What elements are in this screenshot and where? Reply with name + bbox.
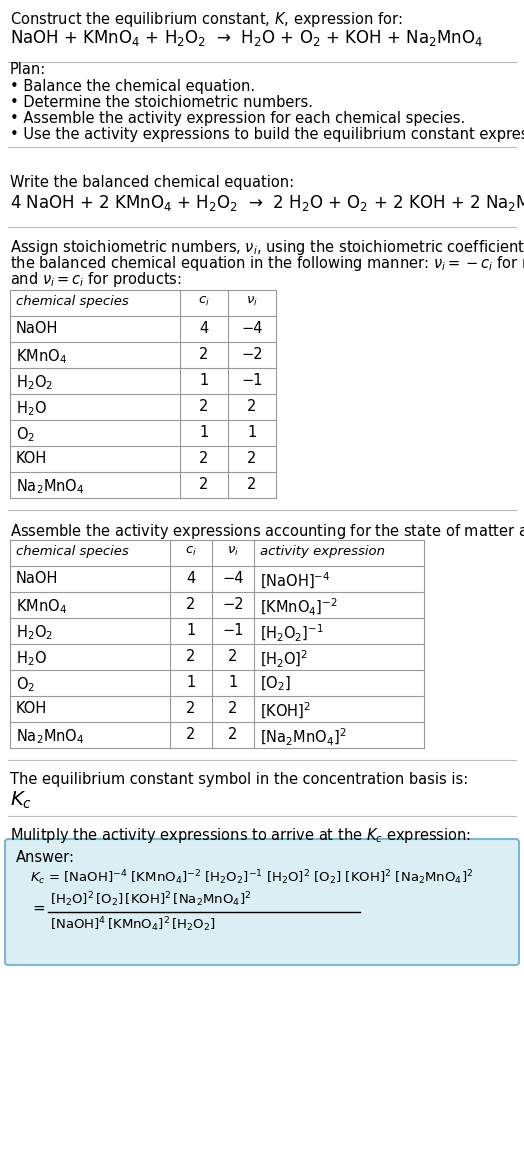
Text: Construct the equilibrium constant, $K$, expression for:: Construct the equilibrium constant, $K$,… xyxy=(10,10,402,29)
Text: 2: 2 xyxy=(187,701,195,716)
Text: [NaOH]$^{-4}$: [NaOH]$^{-4}$ xyxy=(260,571,331,591)
Text: chemical species: chemical species xyxy=(16,296,129,308)
Text: H$_2$O: H$_2$O xyxy=(16,649,47,668)
Text: $c_i$: $c_i$ xyxy=(185,545,197,559)
Text: $=$: $=$ xyxy=(30,901,46,914)
Text: 1: 1 xyxy=(199,425,209,440)
Text: KMnO$_4$: KMnO$_4$ xyxy=(16,347,67,366)
Text: NaOH + KMnO$_4$ + H$_2$O$_2$  →  H$_2$O + O$_2$ + KOH + Na$_2$MnO$_4$: NaOH + KMnO$_4$ + H$_2$O$_2$ → H$_2$O + … xyxy=(10,28,483,48)
FancyBboxPatch shape xyxy=(5,839,519,965)
Text: $\nu_i$: $\nu_i$ xyxy=(246,296,258,308)
Text: 2: 2 xyxy=(228,727,238,742)
Text: 2: 2 xyxy=(199,451,209,466)
Text: 2: 2 xyxy=(187,597,195,612)
Text: NaOH: NaOH xyxy=(16,321,58,336)
Text: activity expression: activity expression xyxy=(260,545,385,557)
Text: 2: 2 xyxy=(187,727,195,742)
Text: Plan:: Plan: xyxy=(10,61,46,76)
Text: Mulitply the activity expressions to arrive at the $K_c$ expression:: Mulitply the activity expressions to arr… xyxy=(10,826,471,845)
Text: $[\mathrm{NaOH}]^4\,[\mathrm{KMnO_4}]^2\,[\mathrm{H_2O_2}]$: $[\mathrm{NaOH}]^4\,[\mathrm{KMnO_4}]^2\… xyxy=(50,914,216,934)
Text: • Assemble the activity expression for each chemical species.: • Assemble the activity expression for e… xyxy=(10,111,465,126)
Text: $[\mathrm{H_2O}]^2\,[\mathrm{O_2}]\,[\mathrm{KOH}]^2\,[\mathrm{Na_2MnO_4}]^2$: $[\mathrm{H_2O}]^2\,[\mathrm{O_2}]\,[\ma… xyxy=(50,890,252,909)
Text: 1: 1 xyxy=(187,624,195,637)
Text: Write the balanced chemical equation:: Write the balanced chemical equation: xyxy=(10,175,294,190)
Text: −2: −2 xyxy=(222,597,244,612)
Text: Assign stoichiometric numbers, $\nu_i$, using the stoichiometric coefficients, $: Assign stoichiometric numbers, $\nu_i$, … xyxy=(10,238,524,257)
Text: 2: 2 xyxy=(247,399,257,414)
Text: 1: 1 xyxy=(247,425,257,440)
Text: [KMnO$_4$]$^{-2}$: [KMnO$_4$]$^{-2}$ xyxy=(260,597,337,618)
Text: Na$_2$MnO$_4$: Na$_2$MnO$_4$ xyxy=(16,727,84,745)
Text: $K_c$ = [NaOH]$^{-4}$ [KMnO$_4$]$^{-2}$ [H$_2$O$_2$]$^{-1}$ [H$_2$O]$^2$ [O$_2$]: $K_c$ = [NaOH]$^{-4}$ [KMnO$_4$]$^{-2}$ … xyxy=(30,868,473,887)
Text: −4: −4 xyxy=(241,321,263,336)
Text: Assemble the activity expressions accounting for the state of matter and $\nu_i$: Assemble the activity expressions accoun… xyxy=(10,522,524,541)
Text: KOH: KOH xyxy=(16,451,47,466)
Text: The equilibrium constant symbol in the concentration basis is:: The equilibrium constant symbol in the c… xyxy=(10,772,468,787)
Text: H$_2$O: H$_2$O xyxy=(16,399,47,417)
Text: 2: 2 xyxy=(187,649,195,664)
Text: • Balance the chemical equation.: • Balance the chemical equation. xyxy=(10,79,255,94)
Text: $c_i$: $c_i$ xyxy=(198,296,210,308)
Text: 1: 1 xyxy=(187,675,195,690)
Text: [H$_2$O$_2$]$^{-1}$: [H$_2$O$_2$]$^{-1}$ xyxy=(260,624,324,644)
Text: 2: 2 xyxy=(247,478,257,493)
Text: 2: 2 xyxy=(228,701,238,716)
Text: 2: 2 xyxy=(199,399,209,414)
Text: • Use the activity expressions to build the equilibrium constant expression.: • Use the activity expressions to build … xyxy=(10,127,524,143)
Text: [O$_2$]: [O$_2$] xyxy=(260,675,291,693)
Text: 4: 4 xyxy=(187,571,195,586)
Text: • Determine the stoichiometric numbers.: • Determine the stoichiometric numbers. xyxy=(10,95,313,110)
Text: KMnO$_4$: KMnO$_4$ xyxy=(16,597,67,615)
Text: 2: 2 xyxy=(199,347,209,362)
Text: −1: −1 xyxy=(222,624,244,637)
Text: Na$_2$MnO$_4$: Na$_2$MnO$_4$ xyxy=(16,478,84,496)
Text: O$_2$: O$_2$ xyxy=(16,425,35,444)
Text: −4: −4 xyxy=(222,571,244,586)
Text: [H$_2$O]$^2$: [H$_2$O]$^2$ xyxy=(260,649,308,670)
Text: 4: 4 xyxy=(199,321,209,336)
Text: [Na$_2$MnO$_4$]$^2$: [Na$_2$MnO$_4$]$^2$ xyxy=(260,727,346,748)
Text: −1: −1 xyxy=(241,373,263,388)
Text: $K_c$: $K_c$ xyxy=(10,790,32,811)
Text: 2: 2 xyxy=(228,649,238,664)
Text: O$_2$: O$_2$ xyxy=(16,675,35,694)
Text: $\nu_i$: $\nu_i$ xyxy=(227,545,239,559)
Text: chemical species: chemical species xyxy=(16,545,129,557)
Text: H$_2$O$_2$: H$_2$O$_2$ xyxy=(16,624,53,642)
Text: H$_2$O$_2$: H$_2$O$_2$ xyxy=(16,373,53,392)
Text: 2: 2 xyxy=(247,451,257,466)
Text: NaOH: NaOH xyxy=(16,571,58,586)
Text: 4 NaOH + 2 KMnO$_4$ + H$_2$O$_2$  →  2 H$_2$O + O$_2$ + 2 KOH + 2 Na$_2$MnO$_4$: 4 NaOH + 2 KMnO$_4$ + H$_2$O$_2$ → 2 H$_… xyxy=(10,194,524,213)
Text: Answer:: Answer: xyxy=(16,850,75,865)
Text: and $\nu_i = c_i$ for products:: and $\nu_i = c_i$ for products: xyxy=(10,270,182,289)
Text: −2: −2 xyxy=(241,347,263,362)
Text: 2: 2 xyxy=(199,478,209,493)
Text: 1: 1 xyxy=(199,373,209,388)
Text: KOH: KOH xyxy=(16,701,47,716)
Text: the balanced chemical equation in the following manner: $\nu_i = -c_i$ for react: the balanced chemical equation in the fo… xyxy=(10,254,524,274)
Text: 1: 1 xyxy=(228,675,237,690)
Text: [KOH]$^2$: [KOH]$^2$ xyxy=(260,701,311,721)
